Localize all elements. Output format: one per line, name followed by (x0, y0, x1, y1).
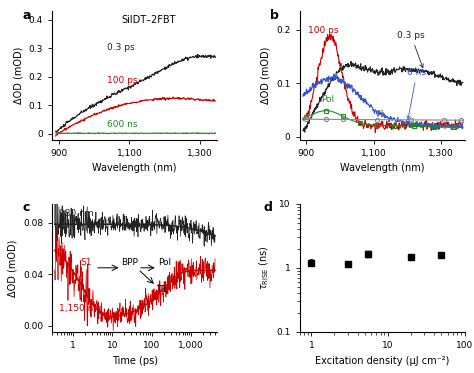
X-axis label: Wavelength (nm): Wavelength (nm) (92, 163, 177, 173)
Text: c: c (22, 201, 30, 214)
Text: b: b (270, 9, 279, 22)
Text: 980 nm: 980 nm (59, 210, 93, 219)
Text: d: d (263, 201, 272, 214)
Text: SilDT–2FBT: SilDT–2FBT (121, 15, 176, 25)
X-axis label: Excitation density (μJ cm⁻²): Excitation density (μJ cm⁻²) (315, 355, 449, 366)
Text: 0.3 ps: 0.3 ps (107, 43, 134, 52)
Y-axis label: $\tau_{\rm RISE}$ (ns): $\tau_{\rm RISE}$ (ns) (257, 245, 271, 290)
Text: 100 ps: 100 ps (308, 26, 338, 35)
Y-axis label: ΔOD (mOD): ΔOD (mOD) (261, 47, 271, 104)
X-axis label: Time (ps): Time (ps) (111, 355, 158, 366)
Text: S1: S1 (80, 258, 91, 267)
Y-axis label: ΔOD (mOD): ΔOD (mOD) (8, 239, 18, 297)
Text: Pol: Pol (321, 95, 335, 104)
Text: T1: T1 (374, 110, 385, 119)
Text: 1,150 nm: 1,150 nm (59, 304, 102, 313)
Y-axis label: ΔOD (mOD): ΔOD (mOD) (13, 47, 23, 104)
Text: 600 ns: 600 ns (107, 120, 137, 129)
X-axis label: Wavelength (nm): Wavelength (nm) (340, 163, 424, 173)
Text: BPP: BPP (121, 258, 138, 267)
Text: T1: T1 (156, 285, 167, 294)
Text: 0.3 ps: 0.3 ps (397, 31, 425, 68)
Text: a: a (22, 9, 31, 22)
Text: Pol: Pol (158, 258, 171, 267)
Text: 100 ps: 100 ps (107, 76, 137, 85)
Text: 6 ns: 6 ns (407, 68, 426, 119)
